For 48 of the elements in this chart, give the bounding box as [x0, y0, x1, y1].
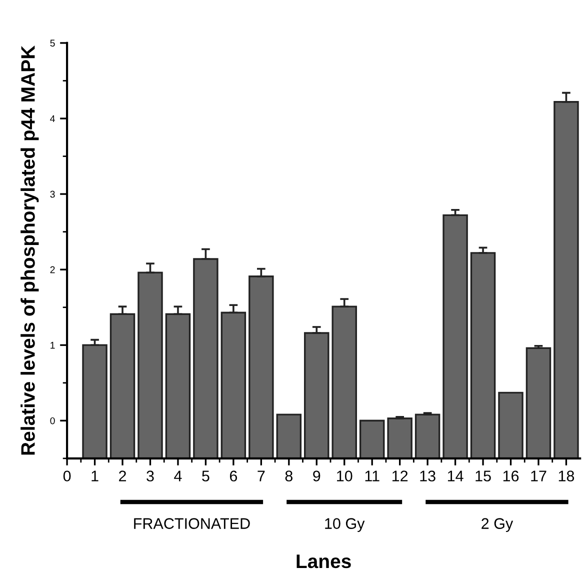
text: 2 Gy: [482, 518, 514, 532]
bar: [276, 414, 302, 458]
x-tick-label: 17: [531, 470, 546, 482]
bar: [554, 101, 579, 458]
bar: [414, 414, 440, 458]
x-tick-label: 4: [174, 470, 182, 482]
x-tick-label: 13: [420, 470, 436, 482]
bar: [442, 214, 468, 458]
bar: [526, 347, 552, 458]
bar: [82, 344, 108, 458]
bar: [470, 252, 496, 458]
bar: [110, 313, 136, 458]
x-tick-label: 7: [258, 470, 265, 482]
bar: [138, 272, 163, 458]
x-tick-label: 1: [92, 470, 98, 482]
x-tick-label: 16: [503, 470, 519, 482]
x-tick-label: 15: [476, 470, 491, 482]
bar: [359, 420, 385, 458]
x-tick-label: 5: [202, 470, 210, 482]
x-tick-label: 14: [448, 470, 464, 482]
x-tick-label: 12: [392, 470, 408, 482]
bar: [387, 418, 412, 458]
bar: [304, 332, 330, 458]
x-tick-label: 9: [313, 470, 320, 482]
bar: [248, 276, 274, 458]
x-tick-label: 6: [230, 470, 238, 482]
x-tick-label: 8: [285, 470, 292, 482]
y-tick-label: 5: [50, 40, 55, 47]
x-tick-label: 10: [337, 470, 352, 482]
x-tick-label: 3: [146, 470, 154, 482]
y-axis-title: Relative levels of phosphorylated p44 MAPK: [20, 46, 39, 455]
bar: [498, 392, 524, 458]
y-tick-label: 3: [50, 190, 55, 198]
x-tick-label: 2: [119, 470, 126, 482]
x-tick-label: 0: [63, 470, 71, 482]
y-tick-label: 1: [50, 342, 55, 349]
bar: [193, 258, 218, 458]
x-tick-label: 18: [558, 470, 574, 482]
x-tick-label: 11: [365, 470, 380, 482]
bar: [332, 306, 357, 458]
y-tick-label: 2: [50, 266, 55, 274]
bar: [220, 312, 246, 458]
text: 10 Gy: [325, 518, 365, 532]
y-tick-label: 0: [50, 417, 55, 424]
x-axis-title: Lanes: [296, 554, 351, 568]
bar: [165, 313, 191, 458]
y-tick-label: 4: [50, 115, 55, 122]
text: FRACTIONATED: [134, 518, 250, 529]
